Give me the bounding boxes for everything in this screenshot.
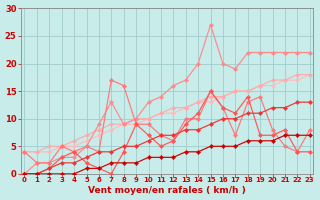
X-axis label: Vent moyen/en rafales ( km/h ): Vent moyen/en rafales ( km/h ) <box>88 186 246 195</box>
